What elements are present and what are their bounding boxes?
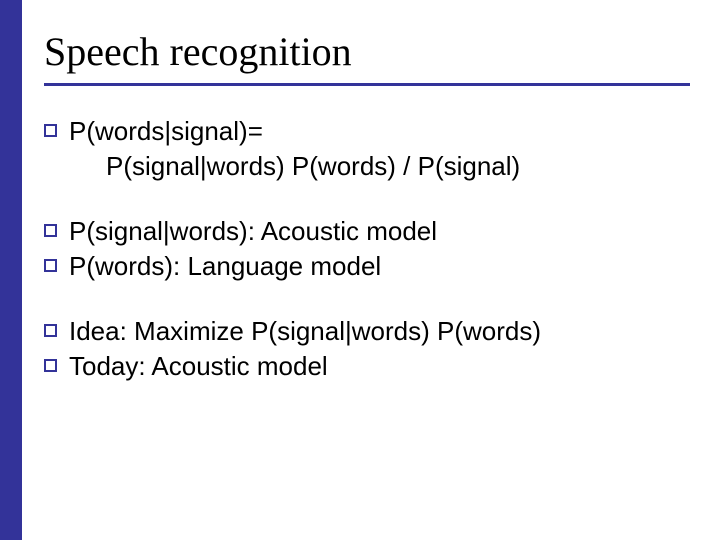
bullet-text: P(words): Language model — [69, 249, 690, 284]
slide-title: Speech recognition — [44, 28, 690, 75]
bullet-item: Idea: Maximize P(signal|words) P(words) — [44, 314, 690, 349]
bullet-text: Today: Acoustic model — [69, 349, 690, 384]
square-bullet-icon — [44, 124, 57, 137]
bullet-group-1: P(words|signal)= P(signal|words) P(words… — [44, 114, 690, 184]
bullet-item: P(words): Language model — [44, 249, 690, 284]
square-bullet-icon — [44, 324, 57, 337]
bullet-text: Idea: Maximize P(signal|words) P(words) — [69, 314, 690, 349]
square-bullet-icon — [44, 359, 57, 372]
bullet-continuation: P(signal|words) P(words) / P(signal) — [44, 149, 690, 184]
slide-sidebar — [0, 0, 22, 540]
square-bullet-icon — [44, 259, 57, 272]
bullet-item: P(signal|words): Acoustic model — [44, 214, 690, 249]
bullet-item: Today: Acoustic model — [44, 349, 690, 384]
square-bullet-icon — [44, 224, 57, 237]
bullet-text: P(signal|words): Acoustic model — [69, 214, 690, 249]
bullet-text: P(words|signal)= — [69, 114, 690, 149]
bullet-item: P(words|signal)= — [44, 114, 690, 149]
bullet-group-3: Idea: Maximize P(signal|words) P(words) … — [44, 314, 690, 384]
bullet-group-2: P(signal|words): Acoustic model P(words)… — [44, 214, 690, 284]
title-underline — [44, 83, 690, 86]
slide-content: Speech recognition P(words|signal)= P(si… — [22, 0, 720, 540]
